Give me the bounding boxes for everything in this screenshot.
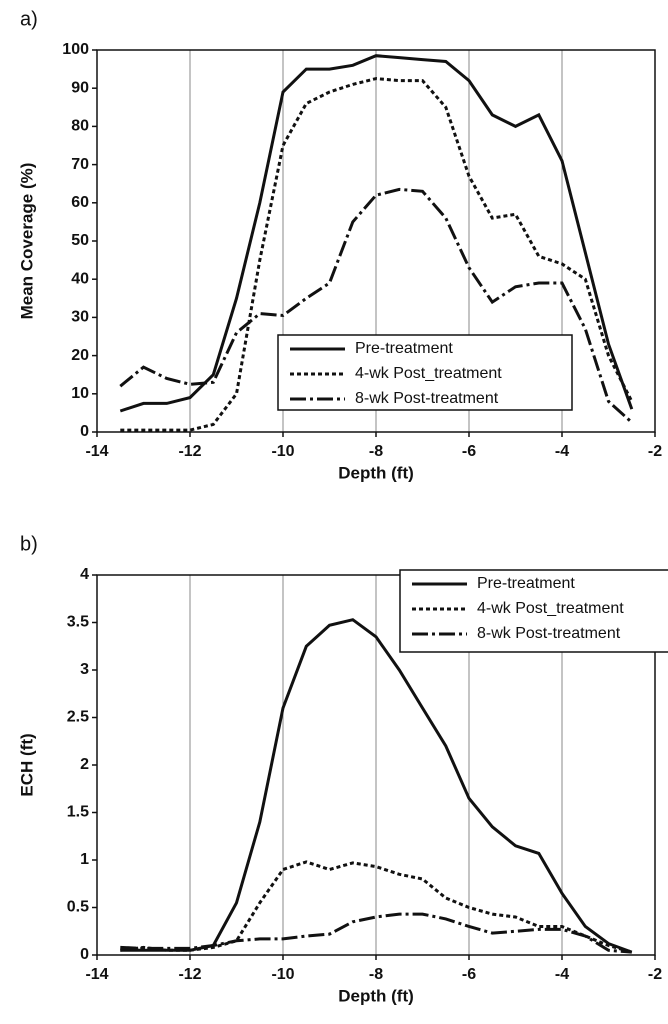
x-axis-label: Depth (ft) (338, 986, 414, 1005)
y-tick-label: 50 (71, 232, 89, 249)
x-tick-label: -10 (271, 966, 294, 983)
panel-label: b) (20, 533, 38, 555)
y-tick-label: 0.5 (67, 899, 89, 916)
series-line (120, 912, 632, 954)
y-tick-label: 30 (71, 309, 89, 326)
y-tick-label: 100 (62, 41, 89, 58)
x-tick-label: -10 (271, 443, 294, 460)
y-tick-label: 1 (80, 851, 89, 868)
series-line (119, 187, 633, 424)
legend-label: 4-wk Post_treatment (355, 365, 502, 382)
y-tick-label: 3.5 (67, 614, 89, 631)
y-tick-label: 90 (71, 79, 89, 96)
x-tick-label: -4 (555, 966, 569, 983)
plot-frame (96, 49, 656, 433)
legend-label: 4-wk Post_treatment (477, 600, 624, 617)
x-tick-label: -12 (178, 966, 201, 983)
y-tick-label: 40 (71, 270, 89, 287)
y-tick-label: 0 (80, 946, 89, 963)
y-tick-label: 80 (71, 118, 89, 135)
y-tick-label: 2.5 (67, 709, 89, 726)
legend-label: 8-wk Post-treatment (477, 625, 621, 642)
x-tick-label: -2 (648, 443, 662, 460)
y-tick-label: 1.5 (67, 804, 89, 821)
x-tick-label: -6 (462, 443, 476, 460)
x-tick-label: -12 (178, 443, 201, 460)
x-tick-label: -2 (648, 966, 662, 983)
x-tick-label: -14 (85, 966, 108, 983)
plot-frame (96, 574, 656, 956)
series-line (120, 77, 634, 432)
x-axis-label: Depth (ft) (338, 463, 414, 482)
y-tick-label: 3 (80, 661, 89, 678)
y-tick-label: 20 (71, 347, 89, 364)
y-axis-label: Mean Coverage (%) (17, 163, 36, 320)
y-tick-label: 60 (71, 194, 89, 211)
y-tick-label: 70 (71, 156, 89, 173)
y-tick-label: 0 (80, 423, 89, 440)
legend-label: Pre-treatment (355, 340, 453, 357)
x-tick-label: -14 (85, 443, 108, 460)
y-tick-label: 2 (80, 756, 89, 773)
panel-label: a) (20, 8, 38, 30)
y-tick-label: 4 (80, 566, 89, 583)
series-line (120, 860, 633, 954)
legend-label: Pre-treatment (477, 575, 575, 592)
legend-label: 8-wk Post-treatment (355, 390, 499, 407)
y-axis-label: ECH (ft) (17, 733, 36, 796)
x-tick-label: -4 (555, 443, 569, 460)
x-tick-label: -8 (369, 443, 383, 460)
x-tick-label: -8 (369, 966, 383, 983)
y-tick-label: 10 (71, 385, 89, 402)
x-tick-label: -6 (462, 966, 476, 983)
